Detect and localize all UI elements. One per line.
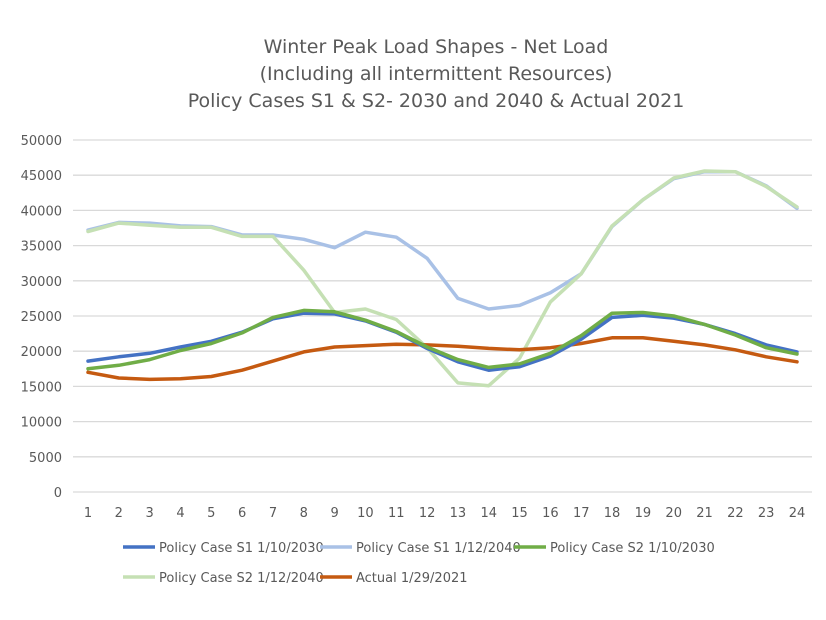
y-tick-label: 50000: [21, 134, 62, 149]
x-tick-label: 21: [696, 506, 713, 521]
legend-label: Policy Case S2 1/10/2030: [550, 541, 715, 556]
x-tick-label: 20: [665, 506, 682, 521]
y-tick-label: 0: [54, 486, 62, 501]
series-line-policy-case-s2-1-12-2040: [86, 169, 799, 388]
series-line-actual-1-29-2021: [86, 336, 799, 382]
y-tick-label: 45000: [21, 169, 62, 184]
chart-title-line-1: Winter Peak Load Shapes - Net Load: [264, 36, 609, 58]
x-tick-label: 4: [176, 506, 184, 521]
y-axis-ticks: 0 5000 10000 15000 20000 25000 30000 35000 40000…: [21, 134, 62, 501]
x-tick-label: 8: [300, 506, 308, 521]
legend-label: Policy Case S2 1/12/2040: [159, 571, 324, 586]
x-tick-label: 24: [789, 506, 806, 521]
x-tick-label: 16: [542, 506, 559, 521]
y-tick-label: 40000: [21, 204, 62, 219]
legend-item-policy-case-s2-1-10-2030: Policy Case S2 1/10/2030: [514, 541, 715, 556]
x-tick-label: 10: [357, 506, 374, 521]
x-tick-label: 18: [604, 506, 621, 521]
series-line-policy-case-s2-1-10-2030: [86, 308, 799, 371]
x-tick-label: 2: [115, 506, 123, 521]
y-tick-label: 10000: [21, 416, 62, 431]
x-tick-label: 3: [146, 506, 154, 521]
chart-title-line-3: Policy Cases S1 & S2- 2030 and 2040 & Ac…: [188, 90, 685, 112]
x-tick-label: 7: [269, 506, 277, 521]
x-tick-label: 9: [330, 506, 338, 521]
y-tick-label: 15000: [21, 380, 62, 395]
x-tick-label: 1: [84, 506, 92, 521]
x-tick-label: 22: [727, 506, 744, 521]
y-tick-label: 25000: [21, 310, 62, 325]
x-tick-label: 19: [635, 506, 652, 521]
x-axis-ticks: 1 2 3 4 5 6 7 8 9 10 11 12 13 14 15 16 17 18 19 20 21 22 23 24: [84, 506, 805, 521]
y-tick-label: 30000: [21, 275, 62, 290]
x-tick-label: 6: [238, 506, 246, 521]
y-tick-label: 20000: [21, 345, 62, 360]
x-tick-label: 13: [450, 506, 467, 521]
gridlines: [73, 139, 812, 493]
legend-item-policy-case-s1-1-10-2030: Policy Case S1 1/10/2030: [123, 541, 324, 556]
legend-item-actual-1-29-2021: Actual 1/29/2021: [320, 571, 468, 586]
legend-label: Policy Case S1 1/10/2030: [159, 541, 324, 556]
x-tick-label: 17: [573, 506, 590, 521]
x-tick-label: 11: [388, 506, 405, 521]
legend-label: Policy Case S1 1/12/2040: [356, 541, 521, 556]
legend-item-policy-case-s1-1-12-2040: Policy Case S1 1/12/2040: [320, 541, 521, 556]
x-tick-label: 14: [480, 506, 497, 521]
y-tick-label: 35000: [21, 240, 62, 255]
legend: Policy Case S1 1/10/2030 Policy Case S1 1…: [123, 541, 715, 586]
y-tick-label: 5000: [29, 451, 62, 466]
legend-label: Actual 1/29/2021: [356, 571, 468, 586]
x-tick-label: 5: [207, 506, 215, 521]
x-tick-label: 12: [419, 506, 436, 521]
series-lines: [86, 169, 799, 388]
x-tick-label: 23: [758, 506, 775, 521]
x-tick-label: 15: [511, 506, 528, 521]
chart-title: Winter Peak Load Shapes - Net Load (Incl…: [188, 36, 685, 112]
legend-item-policy-case-s2-1-12-2040: Policy Case S2 1/12/2040: [123, 571, 324, 586]
chart-title-line-2: (Including all intermittent Resources): [260, 63, 613, 85]
